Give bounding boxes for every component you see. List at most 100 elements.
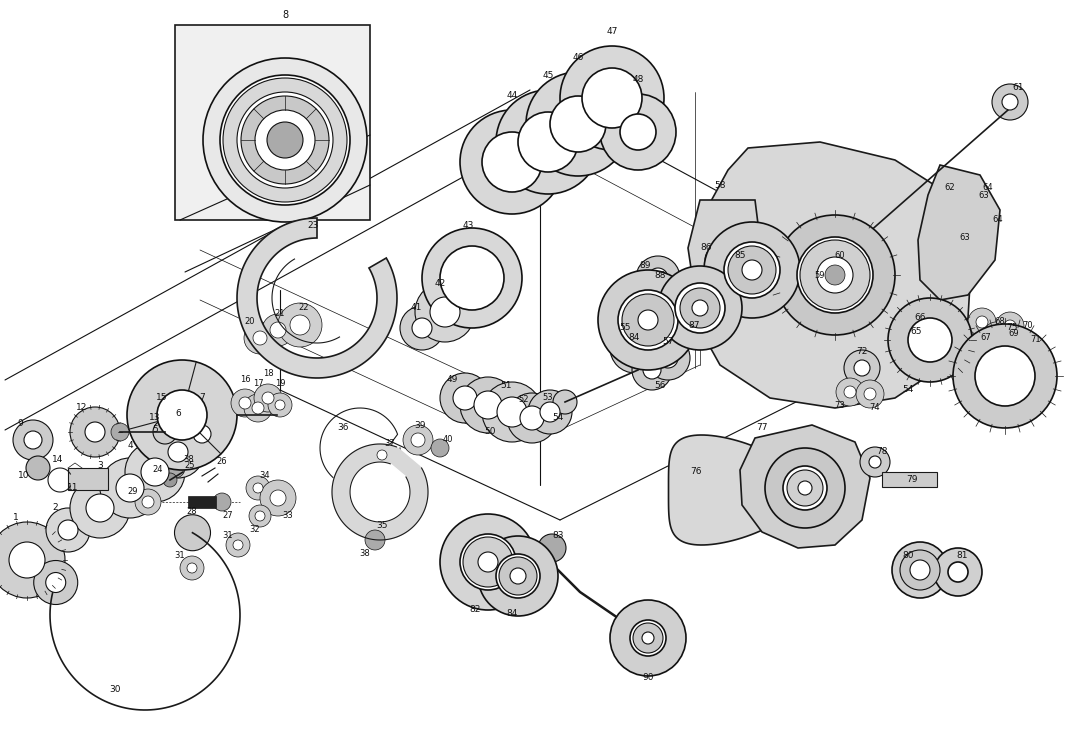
Circle shape bbox=[507, 393, 557, 443]
Circle shape bbox=[252, 402, 264, 414]
Circle shape bbox=[430, 297, 461, 327]
Text: 70: 70 bbox=[1022, 322, 1033, 331]
Text: 7: 7 bbox=[199, 394, 204, 402]
Text: 10: 10 bbox=[18, 471, 30, 481]
Circle shape bbox=[127, 360, 237, 470]
Text: 36: 36 bbox=[337, 424, 349, 432]
Circle shape bbox=[187, 563, 197, 573]
Text: 60: 60 bbox=[835, 251, 846, 260]
Circle shape bbox=[33, 561, 77, 605]
Circle shape bbox=[431, 439, 449, 457]
Circle shape bbox=[648, 268, 668, 288]
Text: 44: 44 bbox=[507, 92, 518, 100]
Circle shape bbox=[111, 423, 129, 441]
Circle shape bbox=[220, 75, 350, 205]
Text: 18: 18 bbox=[263, 369, 273, 378]
Circle shape bbox=[9, 542, 45, 578]
Polygon shape bbox=[668, 435, 801, 545]
Circle shape bbox=[623, 336, 647, 360]
Circle shape bbox=[643, 361, 661, 379]
Circle shape bbox=[953, 324, 1057, 428]
Text: 24: 24 bbox=[153, 465, 164, 474]
Circle shape bbox=[152, 426, 204, 478]
Text: 77: 77 bbox=[756, 424, 768, 432]
Circle shape bbox=[453, 386, 477, 410]
Circle shape bbox=[675, 283, 725, 333]
Circle shape bbox=[1008, 330, 1028, 350]
Text: 80: 80 bbox=[903, 550, 914, 559]
Circle shape bbox=[705, 245, 735, 275]
Circle shape bbox=[618, 290, 678, 350]
Text: 66: 66 bbox=[915, 314, 925, 323]
Circle shape bbox=[968, 308, 996, 336]
Circle shape bbox=[633, 623, 663, 653]
Text: 38: 38 bbox=[184, 455, 195, 465]
Text: 54: 54 bbox=[552, 413, 564, 422]
Circle shape bbox=[70, 407, 121, 457]
Circle shape bbox=[869, 456, 881, 468]
Circle shape bbox=[411, 433, 425, 447]
Text: 27: 27 bbox=[223, 512, 233, 520]
Text: 40: 40 bbox=[442, 435, 453, 444]
Circle shape bbox=[856, 380, 884, 408]
Text: 22: 22 bbox=[299, 303, 309, 312]
Circle shape bbox=[203, 58, 367, 222]
Circle shape bbox=[659, 266, 742, 350]
Text: 23: 23 bbox=[308, 221, 318, 229]
Circle shape bbox=[969, 186, 986, 202]
Circle shape bbox=[964, 190, 980, 206]
Circle shape bbox=[663, 281, 681, 299]
Circle shape bbox=[239, 397, 251, 409]
Circle shape bbox=[600, 94, 676, 170]
Bar bbox=[68, 468, 108, 490]
Text: 81: 81 bbox=[957, 551, 967, 561]
Circle shape bbox=[765, 448, 845, 528]
Polygon shape bbox=[237, 218, 397, 378]
Text: 30: 30 bbox=[110, 685, 121, 694]
Circle shape bbox=[908, 318, 952, 362]
Circle shape bbox=[478, 552, 498, 572]
Circle shape bbox=[646, 336, 690, 380]
Circle shape bbox=[975, 346, 1035, 406]
Circle shape bbox=[278, 303, 322, 347]
Text: 3: 3 bbox=[97, 462, 103, 471]
Text: 84: 84 bbox=[507, 610, 518, 619]
Text: 82: 82 bbox=[469, 605, 481, 614]
Circle shape bbox=[631, 620, 666, 656]
Circle shape bbox=[934, 548, 982, 596]
Text: 28: 28 bbox=[187, 507, 197, 517]
Text: 6: 6 bbox=[175, 410, 181, 419]
Circle shape bbox=[415, 282, 475, 342]
Text: 65: 65 bbox=[910, 328, 922, 336]
Circle shape bbox=[13, 420, 53, 460]
Text: 63: 63 bbox=[979, 191, 989, 201]
Circle shape bbox=[528, 390, 572, 434]
Circle shape bbox=[422, 228, 522, 328]
Circle shape bbox=[0, 522, 65, 598]
Text: 63: 63 bbox=[960, 234, 971, 243]
Circle shape bbox=[892, 542, 948, 598]
Circle shape bbox=[598, 270, 698, 370]
Text: 19: 19 bbox=[274, 378, 285, 388]
Circle shape bbox=[962, 332, 974, 344]
Circle shape bbox=[440, 373, 490, 423]
Circle shape bbox=[275, 400, 285, 410]
Circle shape bbox=[478, 536, 558, 616]
Circle shape bbox=[46, 508, 90, 552]
Circle shape bbox=[622, 294, 674, 346]
Circle shape bbox=[954, 324, 982, 352]
Text: 5: 5 bbox=[152, 425, 158, 435]
Circle shape bbox=[844, 350, 880, 386]
Circle shape bbox=[260, 480, 296, 516]
Circle shape bbox=[440, 514, 536, 610]
Circle shape bbox=[246, 476, 270, 500]
Circle shape bbox=[724, 242, 780, 298]
Text: 38: 38 bbox=[359, 548, 370, 558]
Text: 49: 49 bbox=[447, 375, 457, 385]
Polygon shape bbox=[692, 142, 972, 408]
Circle shape bbox=[520, 406, 544, 430]
Text: 83: 83 bbox=[552, 531, 564, 540]
Text: 71: 71 bbox=[1030, 336, 1040, 345]
Text: 26: 26 bbox=[216, 457, 227, 466]
Circle shape bbox=[475, 391, 502, 419]
